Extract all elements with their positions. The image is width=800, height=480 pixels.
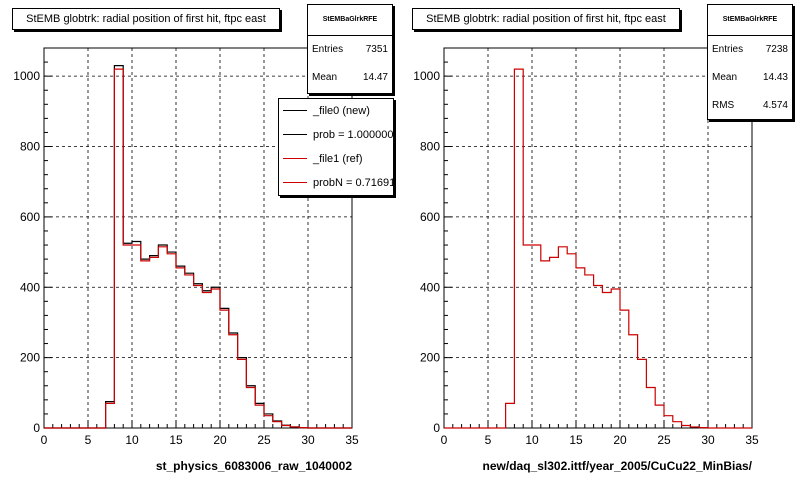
legend-swatch-probn bbox=[283, 182, 307, 183]
right-plot-frame bbox=[443, 47, 753, 429]
right-xtick-label-25: 25 bbox=[657, 433, 671, 447]
right-stats-mean-label: Mean bbox=[712, 72, 738, 83]
left-stats-mean-label: Mean bbox=[312, 72, 338, 83]
right-stats-rms-label: RMS bbox=[712, 100, 735, 111]
left-ytick-label-400: 400 bbox=[20, 280, 40, 294]
left-ytick-label-800: 800 bbox=[20, 140, 40, 154]
right-xtick-label-30: 30 bbox=[701, 433, 715, 447]
left-legend: _file0 (new) prob = 1.000000 _file1 (ref… bbox=[278, 98, 394, 196]
right-series-0-line bbox=[444, 68, 752, 429]
left-series-1-line bbox=[44, 68, 352, 429]
right-xtick-label-35: 35 bbox=[745, 433, 759, 447]
left-xtick-label-25: 25 bbox=[257, 433, 271, 447]
left-ytick-label-0: 0 bbox=[33, 421, 40, 435]
legend-swatch-prob bbox=[283, 134, 307, 135]
left-stats-mean-value: 14.47 bbox=[362, 72, 388, 83]
left-xtick-label-30: 30 bbox=[301, 433, 315, 447]
right-stats-row-entries: Entries 7238 bbox=[708, 36, 792, 64]
left-xtick-label-15: 15 bbox=[169, 433, 183, 447]
left-ytick-label-200: 200 bbox=[20, 351, 40, 365]
right-stats-row-rms: RMS 4.574 bbox=[708, 92, 792, 120]
right-plot: 0 5 10 15 20 25 30 35 0 200 400 600 800 1000 new/daq_s… bbox=[413, 47, 759, 473]
right-xtick-label-5: 5 bbox=[485, 433, 492, 447]
left-stats-header: StEMBaGlrkRFE bbox=[308, 5, 392, 36]
left-stats-row-entries: Entries 7351 bbox=[308, 36, 392, 64]
left-xtick-label-5: 5 bbox=[85, 433, 92, 447]
right-stats-box: StEMBaGlrkRFE Entries 7238 Mean 14.43 RM… bbox=[707, 4, 793, 120]
right-chart-title: StEMB globtrk: radial position of first … bbox=[412, 8, 680, 30]
legend-swatch-file0 bbox=[283, 110, 307, 111]
left-xtick-label-10: 10 bbox=[125, 433, 139, 447]
legend-swatch-file1 bbox=[283, 158, 307, 159]
right-stats-entries-value: 7238 bbox=[765, 44, 788, 55]
left-xtick-label-20: 20 bbox=[213, 433, 227, 447]
legend-label-probn: probN = 0.716912 bbox=[313, 177, 394, 189]
right-stats-header: StEMBaGlrkRFE bbox=[708, 5, 792, 36]
right-xaxis-label: new/daq_sl302.ittf/year_2005/CuCu22_MinB… bbox=[483, 459, 753, 473]
left-chart-title: StEMB globtrk: radial position of first … bbox=[12, 8, 280, 30]
legend-item-file0: _file0 (new) bbox=[279, 99, 393, 123]
right-ytick-label-600: 600 bbox=[420, 210, 440, 224]
legend-label-prob: prob = 1.000000 bbox=[313, 129, 394, 141]
right-stats-mean-value: 14.43 bbox=[762, 72, 788, 83]
right-xtick-label-0: 0 bbox=[441, 433, 448, 447]
legend-item-file1: _file1 (ref) bbox=[279, 147, 393, 171]
left-xaxis-label: st_physics_6083006_raw_1040002 bbox=[156, 459, 352, 473]
left-stats-entries-value: 7351 bbox=[365, 44, 388, 55]
left-ytick-label-1000: 1000 bbox=[13, 69, 40, 83]
right-stats-rms-value: 4.574 bbox=[762, 100, 788, 111]
right-stats-row-mean: Mean 14.43 bbox=[708, 64, 792, 92]
right-ytick-label-0: 0 bbox=[433, 421, 440, 435]
left-xtick-label-35: 35 bbox=[345, 433, 359, 447]
right-stats-entries-label: Entries bbox=[712, 44, 744, 55]
left-xtick-label-0: 0 bbox=[41, 433, 48, 447]
legend-label-file0: _file0 (new) bbox=[313, 105, 370, 117]
left-stats-entries-label: Entries bbox=[312, 44, 344, 55]
left-stats-box: StEMBaGlrkRFE Entries 7351 Mean 14.47 bbox=[307, 4, 393, 94]
right-ytick-label-1000: 1000 bbox=[413, 69, 440, 83]
legend-label-file1: _file1 (ref) bbox=[313, 153, 363, 165]
right-ytick-label-800: 800 bbox=[420, 140, 440, 154]
right-ytick-label-400: 400 bbox=[420, 280, 440, 294]
legend-item-probn: probN = 0.716912 bbox=[279, 171, 393, 195]
legend-item-prob: prob = 1.000000 bbox=[279, 123, 393, 147]
left-stats-row-mean: Mean 14.47 bbox=[308, 64, 392, 92]
left-ytick-label-600: 600 bbox=[20, 210, 40, 224]
right-xtick-label-15: 15 bbox=[569, 433, 583, 447]
right-xtick-label-10: 10 bbox=[525, 433, 539, 447]
right-xtick-label-20: 20 bbox=[613, 433, 627, 447]
right-ytick-label-200: 200 bbox=[420, 351, 440, 365]
